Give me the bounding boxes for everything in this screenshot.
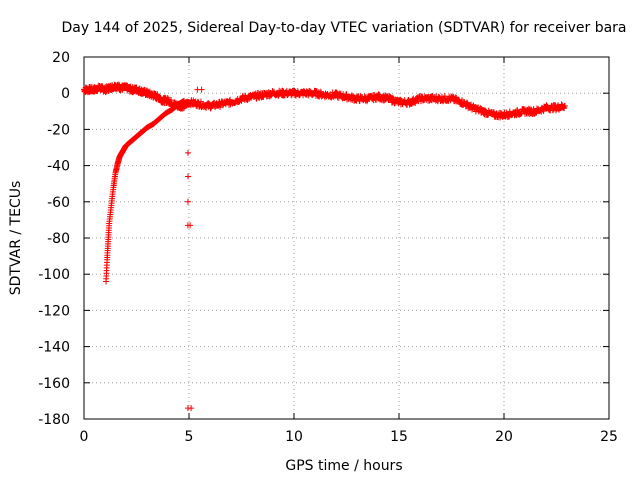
- data-point: [188, 405, 195, 412]
- y-tick-label: -100: [38, 267, 70, 283]
- data-point: [343, 91, 350, 98]
- y-axis-label: SDTVAR / TECUs: [8, 181, 24, 296]
- data-point: [187, 222, 194, 229]
- data-point: [181, 97, 188, 104]
- data-point: [184, 198, 191, 205]
- x-tick-label: 25: [600, 429, 618, 445]
- x-axis-label: GPS time / hours: [285, 458, 402, 474]
- data-point: [184, 149, 191, 156]
- x-tick-label: 5: [185, 429, 194, 445]
- data-point: [198, 86, 205, 93]
- data-point: [561, 102, 568, 109]
- x-tick-label: 15: [390, 429, 408, 445]
- y-tick-label: -60: [47, 195, 70, 211]
- y-tick-label: -140: [38, 340, 70, 356]
- y-tick-label: 0: [61, 86, 70, 102]
- x-tick-label: 20: [495, 429, 513, 445]
- x-tick-label: 0: [80, 429, 89, 445]
- y-tick-label: -180: [38, 412, 70, 428]
- y-tick-label: -20: [47, 122, 70, 138]
- y-tick-label: -40: [47, 159, 70, 175]
- x-tick-label: 10: [285, 429, 303, 445]
- chart-title: Day 144 of 2025, Sidereal Day-to-day VTE…: [61, 20, 626, 36]
- y-tick-label: -80: [47, 231, 70, 247]
- data-point: [184, 173, 191, 180]
- y-tick-label: 20: [52, 50, 70, 66]
- y-tick-label: -160: [38, 376, 70, 392]
- y-tick-label: -120: [38, 303, 70, 319]
- x-axis: 0 5 10 15 20 25: [80, 57, 618, 445]
- data-points: [81, 81, 568, 412]
- y-axis: 20 0 -20 -40 -60 -80 -100 -120 -140 -160 -180: [38, 50, 609, 428]
